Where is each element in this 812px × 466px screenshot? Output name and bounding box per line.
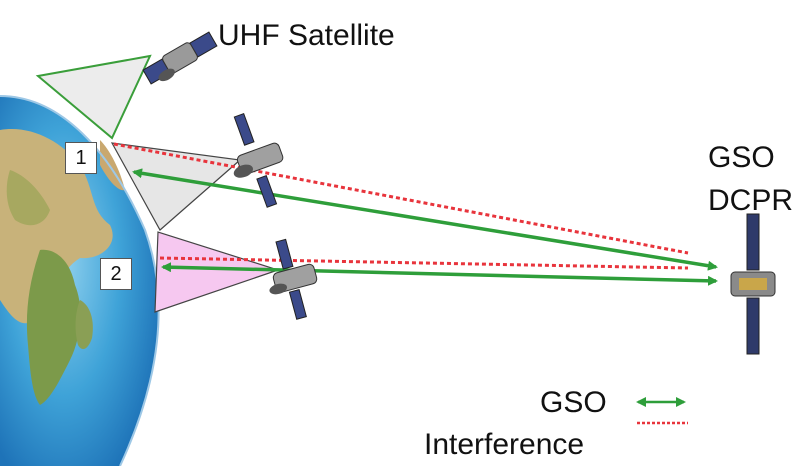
uhf-footprint bbox=[35, 54, 152, 140]
gso-dcpr-label-line2: DCPR bbox=[708, 184, 794, 217]
satellite-icon bbox=[269, 238, 318, 320]
zone2-footprint bbox=[154, 231, 280, 313]
earth-globe bbox=[0, 95, 160, 466]
legend-interference-label: Interference bbox=[424, 428, 585, 461]
gso-dcpr-label-line1: GSO bbox=[708, 141, 775, 174]
gso-link-1 bbox=[132, 168, 718, 271]
legend-gso-label: GSO bbox=[540, 386, 607, 419]
satellite-icon bbox=[730, 213, 776, 355]
zone-2-marker: 2 bbox=[100, 258, 132, 290]
zone-1-marker: 1 bbox=[65, 142, 97, 174]
satellite-icon bbox=[142, 31, 218, 85]
gso-link-2 bbox=[161, 262, 718, 286]
interference-link-1 bbox=[113, 142, 689, 255]
satellite-icon bbox=[233, 112, 284, 208]
uhf-satellite-label: UHF Satellite bbox=[218, 19, 395, 52]
